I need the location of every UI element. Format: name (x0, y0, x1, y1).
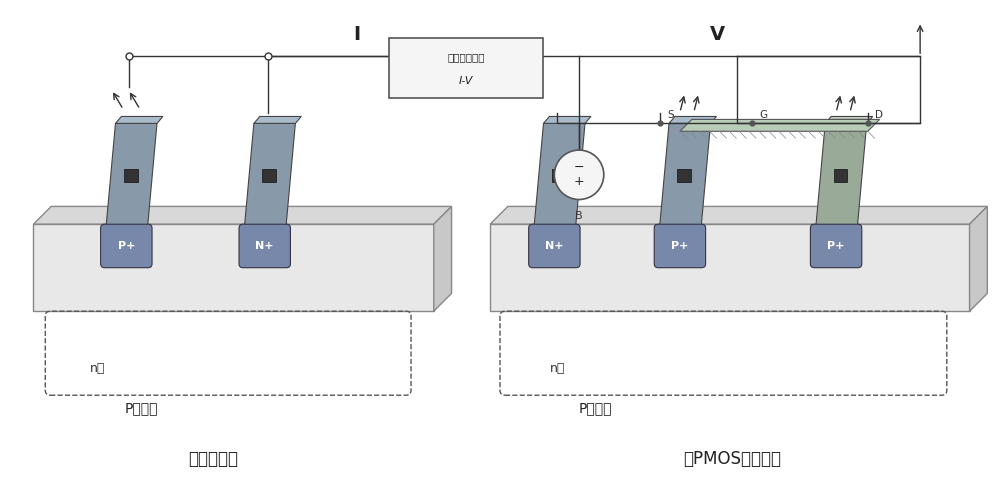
Text: P型衬底: P型衬底 (124, 401, 158, 415)
FancyBboxPatch shape (654, 224, 706, 268)
Bar (834, 168, 847, 182)
Text: I: I (353, 25, 360, 45)
Polygon shape (970, 206, 987, 311)
Text: P+: P+ (671, 241, 689, 251)
Text: 光电二极管: 光电二极管 (188, 451, 238, 469)
Polygon shape (33, 206, 452, 224)
Text: P+: P+ (827, 241, 845, 251)
Text: +: + (574, 175, 584, 188)
Polygon shape (825, 117, 873, 123)
Polygon shape (115, 117, 163, 123)
Text: V: V (710, 25, 725, 45)
Text: B: B (575, 212, 583, 221)
Circle shape (554, 150, 604, 199)
Text: D: D (875, 110, 883, 121)
Text: G: G (759, 110, 767, 121)
Bar (124, 168, 138, 182)
Polygon shape (244, 123, 295, 232)
Text: n阱: n阱 (90, 363, 105, 376)
Text: P+: P+ (118, 241, 135, 251)
Text: n阱: n阱 (549, 363, 565, 376)
Polygon shape (815, 123, 867, 232)
Bar (262, 168, 276, 182)
FancyBboxPatch shape (239, 224, 290, 268)
Text: I-V: I-V (459, 76, 473, 86)
Bar (552, 168, 566, 182)
Text: P型衬底: P型衬底 (579, 401, 613, 415)
Text: −: − (574, 161, 584, 174)
Polygon shape (33, 224, 434, 311)
Text: N+: N+ (545, 241, 564, 251)
FancyBboxPatch shape (529, 224, 580, 268)
Polygon shape (490, 206, 987, 224)
Polygon shape (534, 123, 585, 232)
Polygon shape (659, 123, 711, 232)
Polygon shape (543, 117, 591, 123)
Text: S: S (667, 110, 674, 121)
Polygon shape (106, 123, 157, 232)
Polygon shape (680, 120, 880, 131)
FancyBboxPatch shape (810, 224, 862, 268)
Text: 电流积分电路: 电流积分电路 (447, 52, 485, 62)
Polygon shape (669, 117, 716, 123)
Polygon shape (490, 224, 970, 311)
Text: 类PMOS发光器件: 类PMOS发光器件 (683, 451, 781, 469)
Polygon shape (434, 206, 452, 311)
FancyBboxPatch shape (389, 38, 543, 98)
FancyBboxPatch shape (101, 224, 152, 268)
Bar (677, 168, 691, 182)
Polygon shape (254, 117, 301, 123)
Text: N+: N+ (255, 241, 274, 251)
